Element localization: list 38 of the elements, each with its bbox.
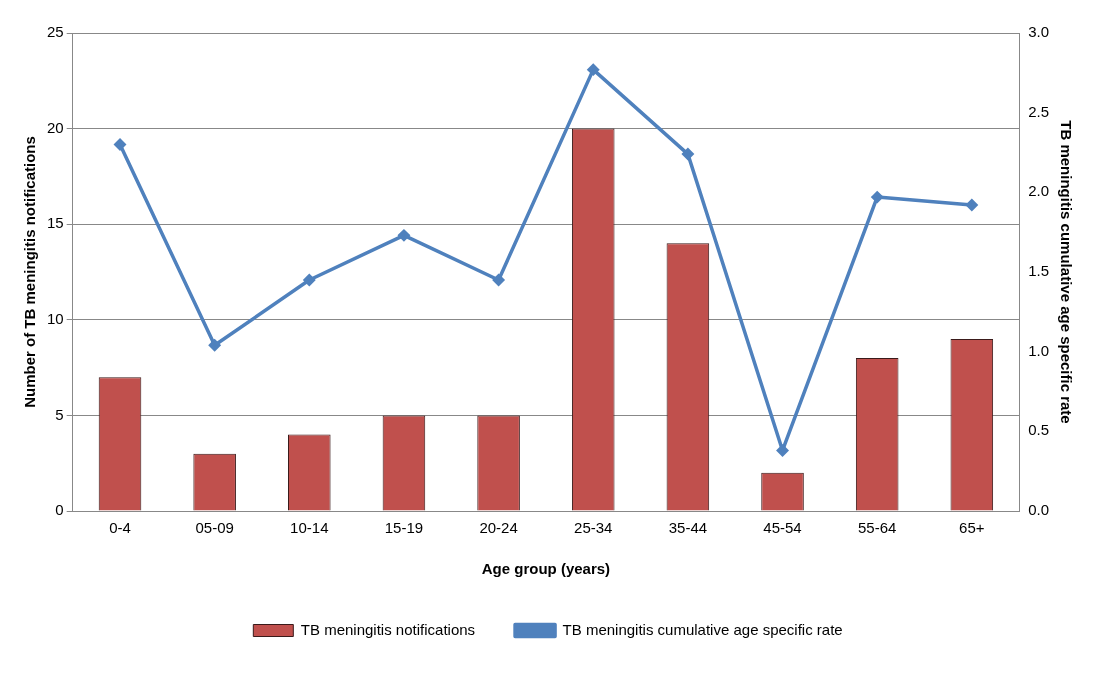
y2-tick-label: 1.0 — [1028, 341, 1050, 359]
y2-axis-title: TB meningitis cumulative age specific rate — [1057, 120, 1075, 424]
x-tick-label: 45-54 — [763, 519, 802, 537]
y2-tick-label: 2.0 — [1028, 182, 1050, 200]
point — [492, 274, 505, 286]
point — [776, 444, 789, 457]
x-tick-label: 05-09 — [195, 519, 234, 537]
y2-tick-label: 1.5 — [1028, 262, 1050, 280]
point — [114, 138, 126, 151]
y-tick-label: 25 — [47, 23, 64, 41]
x-tick-label: 35-44 — [668, 519, 708, 537]
point — [303, 274, 316, 286]
legend-label: TB meningitis notifications — [300, 620, 476, 638]
y2-tick-label: 3.0 — [1028, 23, 1050, 41]
y-tick-label: 20 — [47, 118, 64, 136]
point — [587, 63, 599, 76]
x-tick-label: 10-14 — [290, 519, 329, 537]
x-tick-label: 65+ — [959, 519, 985, 537]
x-axis-title: Age group (years) — [481, 560, 611, 578]
y-tick-label: 10 — [47, 309, 64, 327]
point — [682, 148, 694, 160]
legend-label: TB meningitis cumulative age specific rate — [562, 620, 843, 638]
x-tick-label: 55-64 — [857, 519, 897, 537]
point — [398, 229, 410, 242]
point — [208, 339, 221, 352]
y2-tick-label: 0.0 — [1028, 501, 1050, 519]
point — [966, 199, 978, 211]
point — [871, 191, 883, 203]
x-tick-label: 0-4 — [109, 519, 131, 537]
x-tick-label: 20-24 — [479, 519, 518, 537]
x-tick-label: 25-34 — [574, 519, 613, 537]
y-tick-label: 5 — [55, 405, 64, 423]
y2-tick-label: 2.5 — [1028, 102, 1050, 120]
y-tick-label: 0 — [55, 501, 64, 519]
y-tick-label: 15 — [47, 214, 64, 232]
y-axis-title: Number of TB meningitis notifications — [21, 136, 39, 408]
x-tick-label: 15-19 — [384, 519, 424, 537]
y2-tick-label: 0.5 — [1028, 421, 1050, 439]
